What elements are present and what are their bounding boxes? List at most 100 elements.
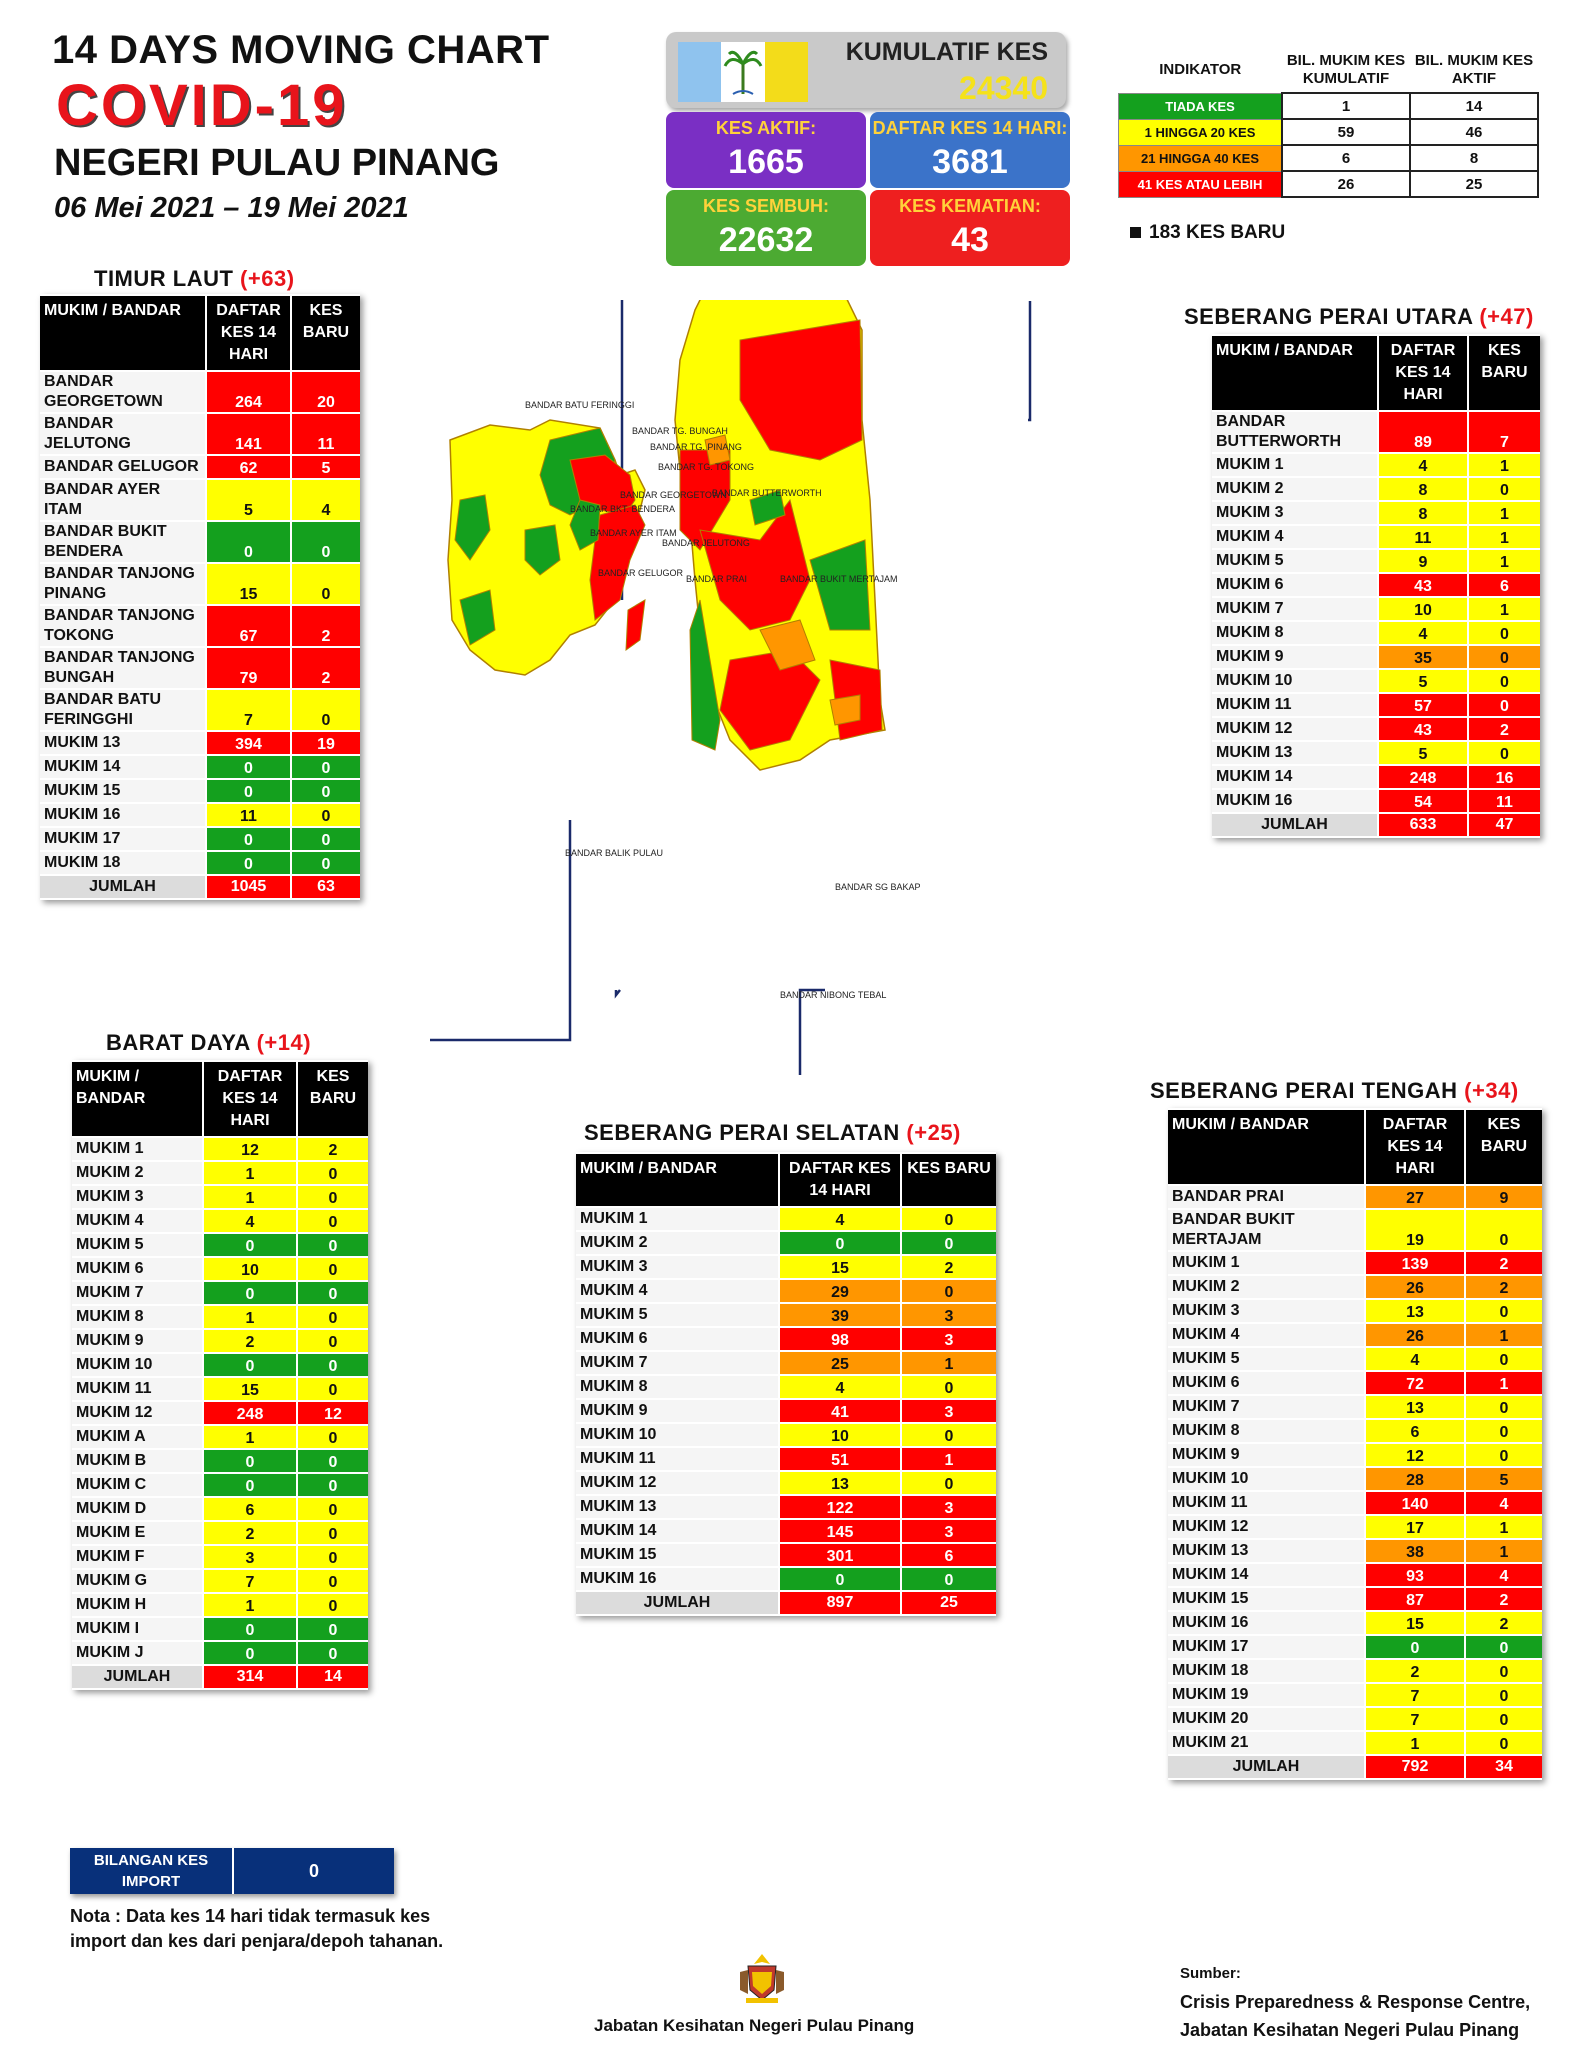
total-new: 25 (900, 1592, 996, 1614)
row-area-name: MUKIM 7 (72, 1282, 202, 1304)
row-new-value: 5 (290, 456, 360, 478)
penang-island (447, 419, 646, 676)
col-header-list14: DAFTAR KES 14 HARI (205, 296, 290, 370)
legend-cat-none: TIADA KES (1118, 92, 1283, 120)
row-list14-value: 13 (1364, 1300, 1464, 1322)
district-name: SEBERANG PERAI TENGAH (1150, 1078, 1458, 1103)
table-row: MUKIM 14 93 4 (1168, 1564, 1542, 1586)
table-row: MUKIM 16 11 0 (40, 804, 360, 826)
row-new-value: 0 (296, 1522, 368, 1544)
row-list14-value: 0 (205, 828, 290, 850)
row-area-name: MUKIM 3 (1212, 502, 1377, 524)
row-area-name: MUKIM 11 (1168, 1492, 1364, 1514)
row-new-value: 0 (900, 1208, 996, 1230)
row-new-value: 1 (900, 1448, 996, 1470)
table-row: MUKIM 15 0 0 (40, 780, 360, 802)
row-list14-value: 7 (205, 690, 290, 730)
table-row: MUKIM 10 10 0 (576, 1424, 996, 1446)
row-area-name: MUKIM 13 (40, 732, 205, 754)
row-new-value: 1 (1464, 1372, 1542, 1394)
district-increase: (+34) (1464, 1078, 1519, 1103)
row-area-name: MUKIM 7 (1168, 1396, 1364, 1418)
row-new-value: 1 (1467, 502, 1540, 524)
table-row: MUKIM 17 0 0 (1168, 1636, 1542, 1658)
row-new-value: 0 (1467, 670, 1540, 692)
row-area-name: MUKIM 16 (1212, 790, 1377, 812)
row-list14-value: 0 (205, 522, 290, 562)
table-row: MUKIM 3 15 2 (576, 1256, 996, 1278)
legend-cat-1-20: 1 HINGGA 20 KES (1118, 118, 1283, 146)
row-list14-value: 15 (202, 1378, 296, 1400)
row-new-value: 0 (296, 1594, 368, 1616)
district-increase: (+14) (256, 1030, 312, 1055)
row-area-name: MUKIM 16 (1168, 1612, 1364, 1634)
active-value: 1665 (728, 143, 804, 181)
col-header-list14: DAFTAR KES 14 HARI (1364, 1110, 1464, 1184)
row-area-name: MUKIM 15 (40, 780, 205, 802)
row-new-value: 2 (1464, 1252, 1542, 1274)
table-row: MUKIM 10 0 0 (72, 1354, 368, 1376)
row-area-name: MUKIM 2 (1212, 478, 1377, 500)
recovered-value: 22632 (718, 221, 814, 259)
map-label: BANDAR GEORGETOWN (620, 490, 727, 500)
row-list14-value: 140 (1364, 1492, 1464, 1514)
map-label: BANDAR JELUTONG (662, 538, 750, 548)
list14-value: 3681 (932, 143, 1008, 181)
row-area-name: MUKIM 1 (72, 1138, 202, 1160)
table-total-row: JUMLAH 1045 63 (40, 876, 360, 898)
district-title-spt: SEBERANG PERAI TENGAH (+34) (1150, 1078, 1519, 1104)
row-list14-value: 0 (202, 1234, 296, 1256)
list14-label: DAFTAR KES 14 HARI: (872, 118, 1068, 138)
row-area-name: MUKIM C (72, 1474, 202, 1496)
row-new-value: 0 (1464, 1210, 1542, 1250)
row-list14-value: 51 (778, 1448, 900, 1470)
source-line1: Crisis Preparedness & Response Centre, (1180, 1992, 1531, 2012)
row-new-value: 0 (296, 1474, 368, 1496)
table-row: MUKIM 11 140 4 (1168, 1492, 1542, 1514)
row-new-value: 0 (296, 1282, 368, 1304)
total-new: 34 (1464, 1756, 1542, 1778)
row-list14-value: 394 (205, 732, 290, 754)
total-label: JUMLAH (1212, 814, 1377, 836)
table-row: BANDAR BUTTERWORTH 89 7 (1212, 412, 1540, 452)
row-new-value: 0 (296, 1378, 368, 1400)
table-row: MUKIM 11 57 0 (1212, 694, 1540, 716)
source-block: Sumber: Crisis Preparedness & Response C… (1180, 1960, 1530, 2044)
col-header-list14: DAFTAR KES 14 HARI (778, 1154, 900, 1206)
row-list14-value: 35 (1377, 646, 1467, 668)
source-line2: Jabatan Kesihatan Negeri Pulau Pinang (1180, 2020, 1520, 2040)
row-area-name: MUKIM 10 (1212, 670, 1377, 692)
district-increase: (+47) (1479, 304, 1534, 329)
table-row: MUKIM 11 51 1 (576, 1448, 996, 1470)
col-header-new: KES BARU (900, 1154, 996, 1206)
row-new-value: 0 (1464, 1420, 1542, 1442)
row-area-name: MUKIM D (72, 1498, 202, 1520)
row-list14-value: 7 (202, 1570, 296, 1592)
row-area-name: MUKIM 11 (576, 1448, 778, 1470)
row-list14-value: 13 (1364, 1396, 1464, 1418)
row-list14-value: 38 (1364, 1540, 1464, 1562)
row-new-value: 0 (1464, 1684, 1542, 1706)
map-label: BANDAR BKT. BENDERA (570, 504, 675, 514)
district-title-barat-daya: BARAT DAYA (+14) (106, 1030, 311, 1056)
table-row: MUKIM 14 248 16 (1212, 766, 1540, 788)
row-list14-value: 0 (202, 1450, 296, 1472)
table-row: MUKIM 15 87 2 (1168, 1588, 1542, 1610)
row-new-value: 0 (296, 1306, 368, 1328)
row-list14-value: 26 (1364, 1324, 1464, 1346)
row-list14-value: 0 (1364, 1636, 1464, 1658)
row-area-name: MUKIM 15 (576, 1544, 778, 1566)
row-new-value: 1 (1464, 1324, 1542, 1346)
row-new-value: 0 (900, 1472, 996, 1494)
table-row: MUKIM 13 5 0 (1212, 742, 1540, 764)
import-label: BILANGAN KES IMPORT (70, 1848, 232, 1894)
row-list14-value: 5 (205, 480, 290, 520)
row-new-value: 4 (1464, 1492, 1542, 1514)
